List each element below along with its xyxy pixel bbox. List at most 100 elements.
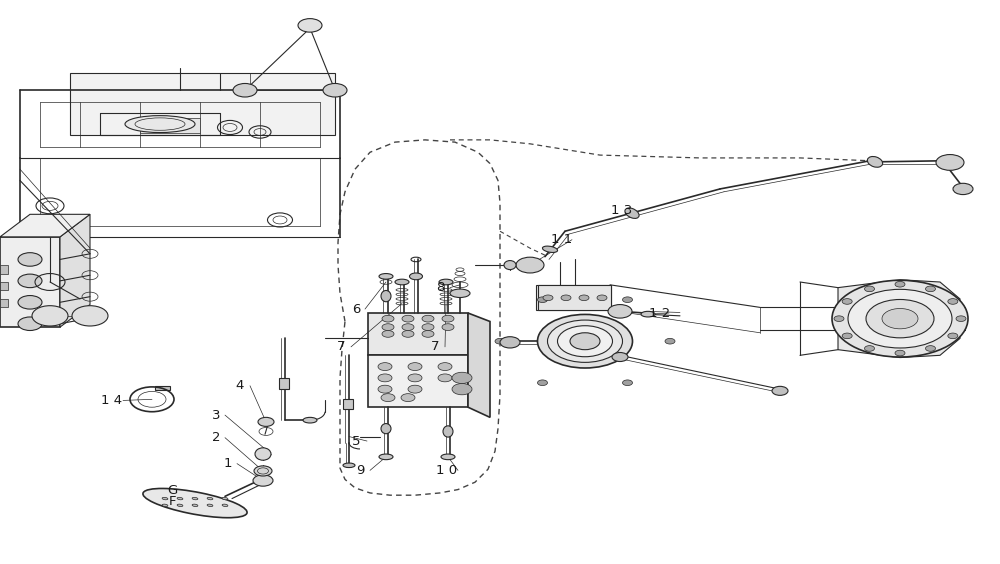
- Circle shape: [323, 83, 347, 97]
- Text: 1 1: 1 1: [551, 233, 573, 246]
- Ellipse shape: [538, 315, 633, 368]
- Ellipse shape: [441, 454, 455, 460]
- Ellipse shape: [162, 497, 168, 500]
- Circle shape: [842, 333, 852, 338]
- Text: 1 4: 1 4: [101, 394, 123, 407]
- Circle shape: [936, 155, 964, 170]
- Circle shape: [298, 19, 322, 32]
- Ellipse shape: [222, 504, 228, 506]
- Text: 1: 1: [224, 457, 232, 470]
- Ellipse shape: [162, 504, 168, 506]
- Ellipse shape: [443, 426, 453, 437]
- Ellipse shape: [379, 274, 393, 279]
- Circle shape: [381, 394, 395, 402]
- Text: 5: 5: [352, 434, 360, 448]
- Ellipse shape: [177, 504, 183, 506]
- Text: 7: 7: [337, 340, 345, 354]
- Circle shape: [438, 374, 452, 382]
- Ellipse shape: [625, 208, 639, 218]
- Polygon shape: [60, 214, 90, 327]
- Text: 4: 4: [236, 379, 244, 393]
- Circle shape: [953, 183, 973, 195]
- Circle shape: [538, 297, 548, 302]
- Circle shape: [561, 295, 571, 301]
- Circle shape: [834, 316, 844, 321]
- Circle shape: [926, 286, 936, 292]
- Polygon shape: [468, 313, 490, 417]
- Circle shape: [622, 297, 633, 302]
- Text: 6: 6: [352, 302, 360, 316]
- Ellipse shape: [548, 320, 622, 363]
- Circle shape: [956, 316, 966, 321]
- Ellipse shape: [303, 417, 317, 423]
- Circle shape: [408, 363, 422, 371]
- Text: 3: 3: [212, 408, 220, 422]
- Circle shape: [422, 315, 434, 322]
- Text: G: G: [167, 483, 177, 497]
- Circle shape: [402, 324, 414, 331]
- Ellipse shape: [255, 448, 271, 460]
- Circle shape: [401, 394, 415, 402]
- Circle shape: [516, 257, 544, 273]
- Ellipse shape: [192, 497, 198, 500]
- Circle shape: [18, 296, 42, 309]
- Circle shape: [882, 309, 918, 329]
- Circle shape: [926, 346, 936, 351]
- Circle shape: [452, 384, 472, 395]
- Circle shape: [233, 83, 257, 97]
- Ellipse shape: [222, 497, 228, 500]
- Ellipse shape: [254, 466, 272, 476]
- Polygon shape: [368, 313, 468, 355]
- Circle shape: [408, 385, 422, 393]
- Circle shape: [866, 299, 934, 338]
- Ellipse shape: [343, 463, 355, 468]
- Bar: [343, 399, 353, 409]
- Bar: [155, 386, 170, 390]
- Circle shape: [597, 295, 607, 301]
- Circle shape: [895, 281, 905, 287]
- Circle shape: [442, 324, 454, 331]
- Circle shape: [948, 299, 958, 305]
- Ellipse shape: [381, 290, 391, 302]
- Text: 1 2: 1 2: [649, 306, 671, 320]
- Circle shape: [408, 374, 422, 382]
- Circle shape: [848, 289, 952, 348]
- Bar: [536, 285, 611, 310]
- Bar: [140, 118, 200, 133]
- Ellipse shape: [143, 488, 247, 518]
- Ellipse shape: [867, 156, 883, 168]
- Circle shape: [579, 295, 589, 301]
- Circle shape: [842, 299, 852, 305]
- Circle shape: [382, 331, 394, 337]
- Circle shape: [895, 350, 905, 356]
- Bar: [0, 265, 8, 274]
- Circle shape: [72, 306, 108, 326]
- Ellipse shape: [558, 326, 612, 357]
- Circle shape: [18, 274, 42, 288]
- Circle shape: [864, 286, 874, 292]
- Circle shape: [32, 306, 68, 326]
- Text: 7: 7: [431, 340, 439, 354]
- Circle shape: [18, 317, 42, 331]
- Text: F: F: [168, 495, 176, 509]
- Circle shape: [864, 346, 874, 351]
- Circle shape: [378, 374, 392, 382]
- Circle shape: [422, 331, 434, 337]
- Ellipse shape: [192, 504, 198, 506]
- Circle shape: [612, 352, 628, 362]
- Circle shape: [495, 338, 505, 344]
- Circle shape: [538, 380, 548, 386]
- Circle shape: [422, 324, 434, 331]
- Text: 1 0: 1 0: [436, 464, 458, 477]
- Ellipse shape: [439, 279, 453, 285]
- Circle shape: [442, 315, 454, 322]
- Polygon shape: [0, 214, 90, 237]
- Circle shape: [382, 324, 394, 331]
- Circle shape: [608, 305, 632, 318]
- Polygon shape: [538, 285, 611, 310]
- Bar: [0, 282, 8, 290]
- Ellipse shape: [125, 116, 195, 133]
- Circle shape: [772, 386, 788, 395]
- Text: 9: 9: [356, 464, 364, 477]
- Polygon shape: [70, 73, 335, 135]
